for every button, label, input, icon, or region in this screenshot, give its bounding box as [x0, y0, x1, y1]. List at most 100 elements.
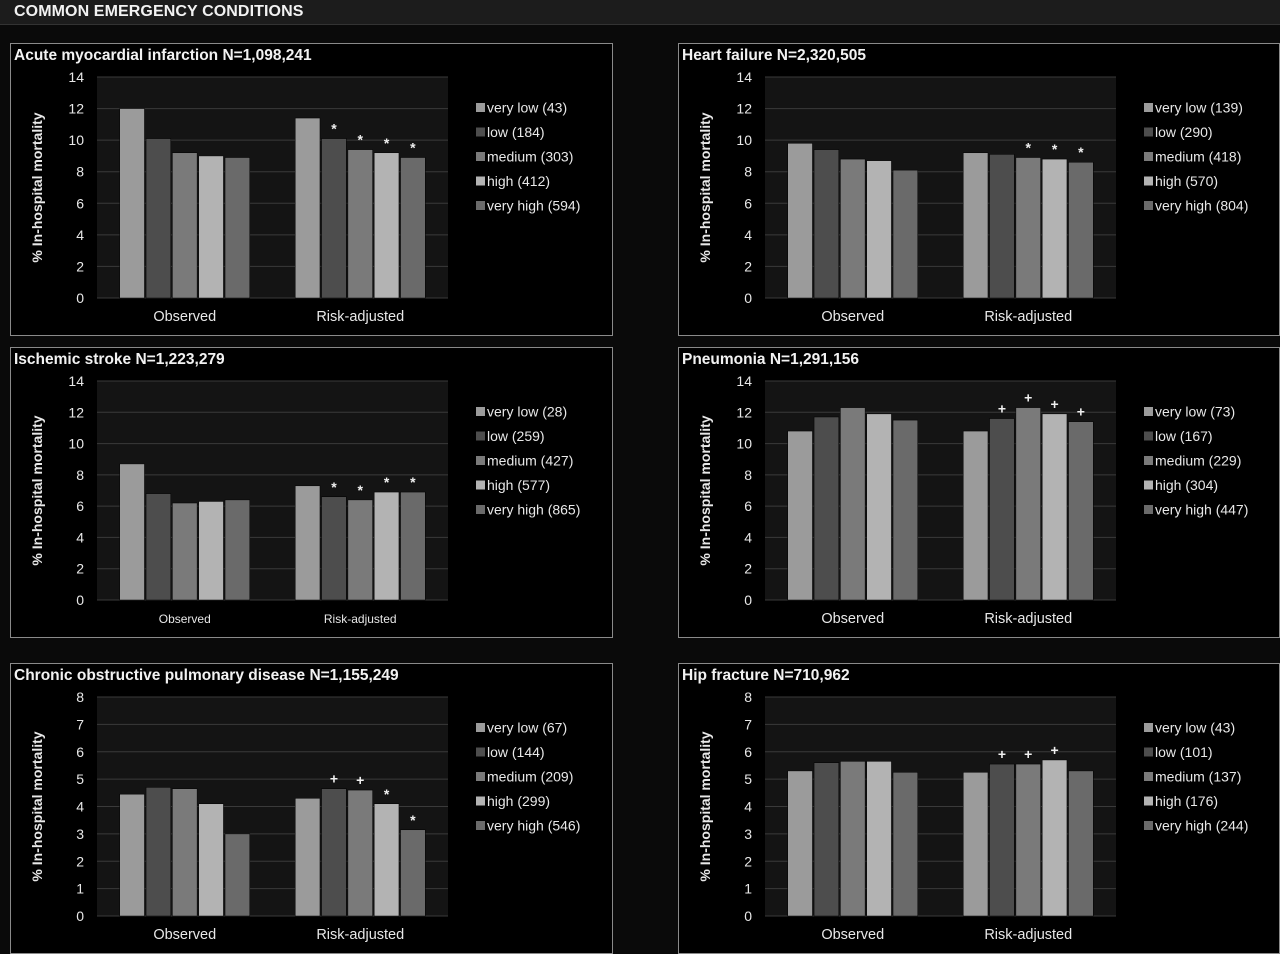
bar [787, 770, 813, 917]
bar [962, 430, 989, 601]
legend-swatch [476, 505, 485, 514]
significance-marker: * [331, 121, 337, 137]
legend-swatch [1144, 723, 1153, 732]
bar [198, 155, 224, 299]
bar [400, 157, 426, 299]
legend-swatch [1144, 747, 1153, 757]
bar [172, 152, 198, 299]
chart-panel-heart-failure: Heart failure N=2,320,505 0 2 4 6 8 10 12 14 % In… [678, 43, 1280, 336]
y-tick-label: 5 [76, 771, 84, 787]
legend-label: very high (594) [487, 198, 580, 214]
bar [1015, 763, 1041, 917]
legend-label: high (412) [487, 173, 550, 189]
significance-marker: + [1024, 746, 1032, 762]
legend-label: medium (303) [487, 149, 573, 165]
legend-swatch [476, 152, 485, 161]
significance-marker: * [410, 140, 416, 156]
chart-svg: 0 1 2 3 4 5 6 7 8 % In-hospital mortality Observed… [697, 689, 1248, 943]
significance-marker: * [384, 474, 390, 490]
legend-swatch [1144, 505, 1153, 514]
legend-label: very low (73) [1155, 404, 1235, 420]
bar [321, 496, 347, 601]
y-tick-label: 2 [76, 853, 84, 869]
y-tick-label: 8 [744, 467, 752, 483]
bar [1068, 421, 1094, 601]
bar [224, 499, 251, 601]
legend-label: low (184) [487, 124, 545, 140]
x-category-label: Risk-adjusted [984, 611, 1072, 627]
legend-label: very high (804) [1155, 198, 1248, 214]
y-tick-label: 0 [744, 290, 752, 306]
y-tick-label: 8 [76, 164, 84, 180]
legend-swatch [1144, 152, 1153, 161]
significance-marker: * [384, 786, 390, 802]
y-tick-label: 4 [744, 799, 752, 815]
bar [892, 419, 919, 601]
y-tick-label: 12 [736, 404, 752, 420]
significance-marker: + [330, 771, 338, 787]
y-tick-label: 8 [744, 689, 752, 705]
chart-svg: 0 2 4 6 8 10 12 14 % In-hospital mortality Observ… [697, 373, 1248, 627]
y-axis-label: % In-hospital mortality [29, 112, 45, 262]
chart-svg: 0 2 4 6 8 10 12 14 % In-hospital mortality Observ… [29, 69, 580, 325]
legend-swatch [476, 480, 485, 490]
legend-label: medium (229) [1155, 453, 1241, 469]
significance-marker: * [331, 479, 337, 495]
y-tick-label: 5 [744, 771, 752, 787]
bar [294, 798, 321, 917]
bar [840, 761, 866, 917]
legend-label: low (290) [1155, 124, 1213, 140]
legend-swatch [1144, 821, 1153, 830]
chart-title: Chronic obstructive pulmonary disease N=… [14, 667, 399, 684]
legend-swatch [476, 456, 485, 465]
chart-title: Pneumonia N=1,291,156 [682, 351, 860, 368]
legend-swatch [476, 796, 485, 806]
bar [321, 788, 347, 917]
legend-swatch [476, 407, 485, 416]
legend-label: medium (209) [487, 769, 573, 785]
bar [172, 502, 198, 601]
y-tick-label: 7 [76, 716, 84, 732]
y-tick-label: 2 [744, 258, 752, 274]
chart-svg: 0 2 4 6 8 10 12 14 % In-hospital mortality Observ… [29, 373, 580, 626]
legend-label: high (299) [487, 793, 550, 809]
bar [119, 793, 145, 917]
chart-panel-pneumonia: Pneumonia N=1,291,156 0 2 4 6 8 10 12 14 % In-hos… [678, 347, 1280, 638]
chart-title: Heart failure N=2,320,505 [682, 47, 866, 64]
legend-swatch [476, 201, 485, 210]
chart-title: Hip fracture N=710,962 [682, 667, 850, 684]
legend-label: very low (28) [487, 404, 567, 420]
x-category-label: Risk-adjusted [324, 612, 397, 626]
y-tick-label: 10 [68, 132, 84, 148]
chart-panel-copd: Chronic obstructive pulmonary disease N=… [10, 663, 613, 954]
significance-marker: + [1077, 404, 1085, 420]
bar [866, 413, 892, 601]
y-tick-label: 3 [744, 826, 752, 842]
legend-swatch [1144, 127, 1153, 137]
y-tick-label: 8 [744, 164, 752, 180]
bar [813, 762, 840, 917]
bar [892, 169, 919, 299]
legend-swatch [1144, 772, 1153, 781]
bar [198, 501, 224, 601]
significance-marker: + [998, 746, 1006, 762]
legend-label: low (259) [487, 428, 545, 444]
bar [347, 149, 373, 299]
legend-label: medium (137) [1155, 769, 1241, 785]
legend-swatch [476, 747, 485, 757]
legend-swatch [1144, 431, 1153, 441]
bar [840, 158, 866, 299]
y-tick-label: 12 [68, 101, 84, 117]
bar [787, 143, 813, 299]
bar [1068, 161, 1094, 299]
legend-swatch [476, 723, 485, 732]
legend-label: high (570) [1155, 173, 1218, 189]
bar [989, 154, 1015, 299]
y-axis-label: % In-hospital mortality [697, 112, 713, 262]
chart-svg: 0 2 4 6 8 10 12 14 % In-hospital mortality Observ… [697, 69, 1248, 325]
page-title: COMMON EMERGENCY CONDITIONS [14, 3, 304, 20]
y-tick-label: 8 [76, 689, 84, 705]
legend-label: medium (427) [487, 453, 573, 469]
x-category-label: Risk-adjusted [316, 927, 404, 943]
y-tick-label: 10 [736, 436, 752, 452]
